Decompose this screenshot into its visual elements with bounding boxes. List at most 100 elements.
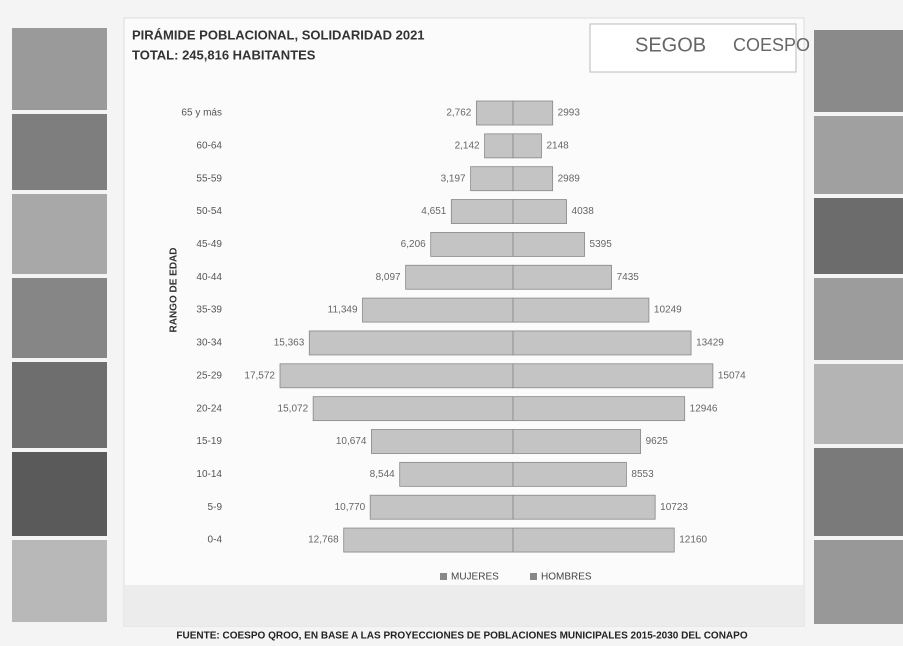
value-label: 2,142 [455, 140, 480, 151]
photo [12, 114, 107, 190]
value-label: 7435 [617, 272, 640, 283]
photo [814, 364, 903, 444]
category-label: 10-14 [196, 469, 222, 480]
legend-swatch [530, 573, 537, 580]
bar [512, 429, 642, 454]
photo [12, 28, 107, 110]
bar [369, 494, 514, 520]
photo [814, 278, 903, 360]
bar [371, 429, 514, 454]
photo [814, 448, 903, 536]
category-label: 40-44 [196, 272, 222, 283]
photo [12, 194, 107, 274]
photo [814, 116, 903, 194]
category-label: 65 y más [181, 108, 222, 119]
value-label: 12946 [690, 403, 718, 414]
value-label: 8,544 [370, 469, 395, 480]
bar [405, 264, 514, 290]
value-label: 9625 [646, 436, 669, 447]
value-label: 8,097 [376, 272, 401, 283]
bar [279, 363, 514, 389]
logo-box [589, 23, 797, 73]
bar [512, 330, 692, 356]
bar [512, 363, 714, 389]
chart-subtitle: TOTAL: 245,816 HABITANTES [132, 47, 316, 62]
photo [12, 540, 107, 622]
value-label: 10,674 [336, 436, 367, 447]
value-label: 10249 [654, 305, 682, 316]
value-label: 8553 [631, 469, 654, 480]
value-label: 12,768 [308, 535, 339, 546]
bar [308, 330, 514, 356]
value-label: 5395 [590, 239, 613, 250]
value-label: 2993 [558, 108, 581, 119]
value-label: 4,651 [421, 206, 446, 217]
photo [12, 278, 107, 358]
photo [12, 362, 107, 448]
bar [512, 100, 554, 126]
bar [512, 264, 612, 290]
bar [312, 396, 514, 422]
left-photos [12, 28, 107, 622]
bar [512, 166, 554, 192]
category-label: 35-39 [196, 305, 222, 316]
logo-coespo: COESPO [733, 35, 810, 55]
value-label: 6,206 [401, 239, 426, 250]
bar [512, 494, 656, 520]
value-label: 17,572 [244, 370, 275, 381]
logo-segob: SEGOB [635, 34, 706, 56]
bar [512, 231, 585, 257]
category-label: 0-4 [208, 535, 223, 546]
value-label: 10723 [660, 502, 688, 513]
bar [475, 100, 514, 126]
value-label: 15,072 [278, 403, 309, 414]
bar [512, 396, 686, 422]
legend-label: MUJERES [451, 572, 499, 583]
bar [470, 166, 514, 192]
value-label: 2,762 [446, 108, 471, 119]
value-label: 15,363 [274, 338, 305, 349]
value-label: 13429 [696, 338, 724, 349]
value-label: 12160 [679, 535, 707, 546]
right-photos [814, 30, 903, 624]
photo [814, 198, 903, 274]
bar [362, 297, 514, 323]
legend-label: HOMBRES [541, 572, 592, 583]
bar [343, 527, 514, 553]
bar [450, 199, 514, 224]
photo [12, 452, 107, 536]
photo [814, 540, 903, 624]
category-label: 15-19 [196, 436, 222, 447]
value-label: 3,197 [441, 173, 466, 184]
category-label: 25-29 [196, 370, 222, 381]
value-label: 11,349 [328, 305, 358, 316]
category-label: 5-9 [208, 502, 223, 513]
bar [484, 133, 514, 159]
bar [512, 461, 627, 487]
people-strip [124, 585, 804, 625]
bar [512, 199, 567, 224]
category-label: 45-49 [196, 239, 222, 250]
category-label: 55-59 [196, 173, 222, 184]
bar [512, 297, 650, 323]
category-label: 30-34 [196, 338, 222, 349]
y-axis-label: RANGO DE EDAD [169, 247, 180, 332]
value-label: 15074 [718, 370, 746, 381]
value-label: 4038 [572, 206, 595, 217]
bar [512, 527, 675, 553]
value-label: 10,770 [335, 502, 366, 513]
bar [399, 461, 514, 487]
bar [512, 133, 542, 159]
bar [430, 231, 514, 257]
source: FUENTE: COESPO QROO, EN BASE A LAS PROYE… [176, 631, 747, 642]
photo [814, 30, 903, 112]
value-label: 2989 [558, 173, 581, 184]
legend-swatch [440, 573, 447, 580]
category-label: 60-64 [196, 140, 222, 151]
category-label: 50-54 [196, 206, 222, 217]
value-label: 2148 [546, 140, 569, 151]
category-label: 20-24 [196, 403, 222, 414]
chart-title: PIRÁMIDE POBLACIONAL, SOLIDARIDAD 2021 [132, 27, 425, 42]
